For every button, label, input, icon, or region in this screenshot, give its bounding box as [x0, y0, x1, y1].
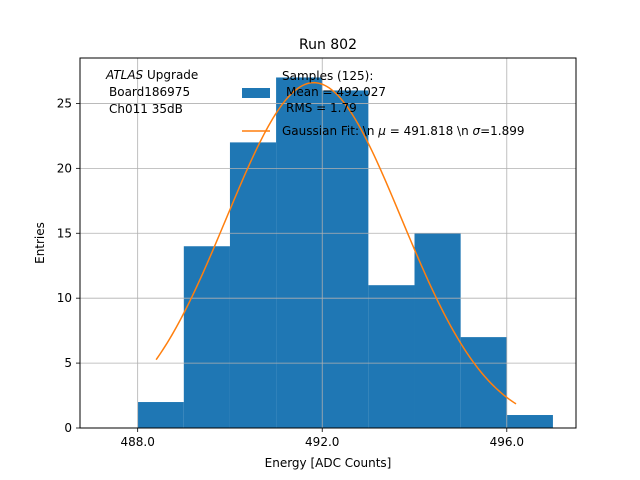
histogram-bar: [229, 142, 277, 428]
histogram-bar: [460, 337, 507, 428]
histogram-bar: [183, 246, 230, 428]
y-axis-label: Entries: [33, 222, 47, 264]
y-tick-label: 20: [57, 161, 72, 175]
legend-fit-mu-symbol: μ: [377, 124, 386, 138]
legend: Samples (125): Mean = 492.027 RMS = 1.79…: [242, 69, 525, 138]
y-tick-label: 25: [57, 96, 72, 110]
x-tick-label: 496.0: [490, 435, 524, 449]
y-tick-label: 15: [57, 226, 72, 240]
histogram-bar: [506, 415, 553, 428]
channel-label: Ch011 35dB: [109, 102, 183, 116]
chart-title: Run 802: [299, 37, 357, 53]
gaussian-fit: [155, 81, 517, 405]
y-tick-label: 10: [57, 291, 72, 305]
histogram-bar: [137, 402, 184, 428]
legend-mean: Mean = 492.027: [286, 85, 386, 99]
histogram-bar: [276, 77, 323, 428]
atlas-label: ATLAS Upgrade: [105, 68, 198, 82]
histogram-bars: [137, 77, 553, 429]
board-label: Board186975: [109, 85, 190, 99]
legend-histogram-swatch: [242, 88, 270, 98]
axis-ticks: 488.0 492.0 496.0 0 5 10 15 20 25: [57, 96, 524, 449]
fit-curve: [155, 81, 517, 405]
atlas-annotation: ATLAS Upgrade Board186975 Ch011 35dB: [105, 68, 198, 116]
y-tick-label: 0: [64, 421, 72, 435]
legend-fit-prefix: Gaussian Fit: \n: [282, 124, 378, 138]
legend-fit-sigma-text: =1.899: [480, 124, 524, 138]
histogram-bar: [368, 285, 415, 428]
histogram-bar: [322, 90, 369, 429]
upgrade-text: Upgrade: [143, 68, 198, 82]
y-tick-label: 5: [64, 356, 72, 370]
x-axis-label: Energy [ADC Counts]: [265, 456, 392, 470]
plot-frame: [79, 57, 577, 429]
legend-fit-sigma-symbol: σ: [473, 124, 481, 138]
x-tick-label: 488.0: [120, 435, 154, 449]
atlas-text: ATLAS: [105, 68, 144, 82]
legend-samples-title: Samples (125):: [282, 69, 373, 83]
legend-rms: RMS = 1.79: [286, 101, 357, 115]
legend-fit-mu-text: = 491.818 \n: [386, 124, 473, 138]
x-tick-label: 492.0: [305, 435, 339, 449]
legend-fit-label: Gaussian Fit: \n μ = 491.818 \n σ=1.899: [282, 124, 525, 138]
